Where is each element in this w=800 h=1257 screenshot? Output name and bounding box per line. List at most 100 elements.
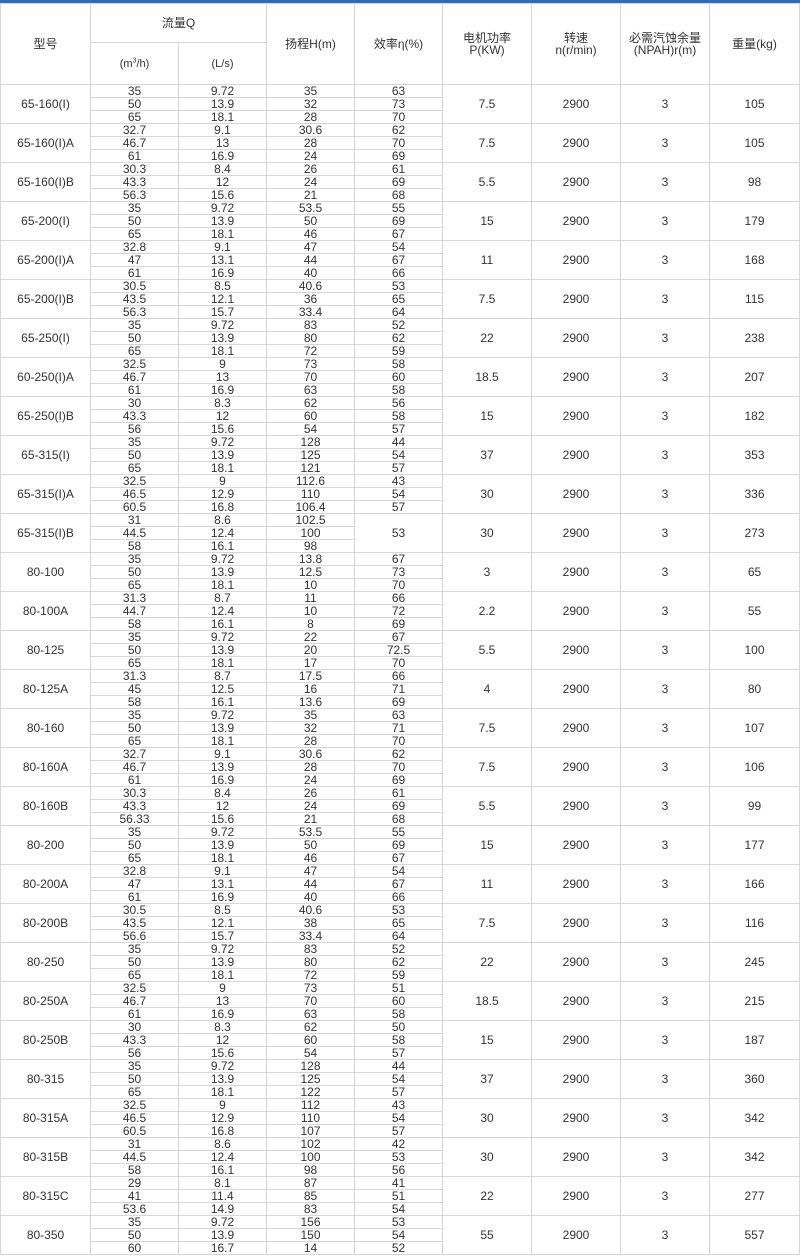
head-cell: 70 <box>266 370 355 384</box>
efficiency-cell: 54 <box>354 864 443 878</box>
efficiency-cell: 70 <box>354 110 443 124</box>
model-cell: 80-100 <box>0 552 91 592</box>
efficiency-cell: 69 <box>354 214 443 228</box>
flow-ls-cell: 9.72 <box>178 552 267 566</box>
table-subrow: 43.3 12 24 69 <box>1 799 800 813</box>
npsh-cell: 3 <box>620 903 710 943</box>
efficiency-cell: 57 <box>354 461 443 475</box>
table-row: 80-160A 32.7 9.1 30.6 62 7.5 2900 3 106 <box>0 747 800 787</box>
head-cell: 63 <box>266 1007 355 1021</box>
table-subrow: 65 18.1 46 67 <box>1 851 800 865</box>
weight-cell: 207 <box>709 357 800 397</box>
head-cell: 110 <box>266 487 355 501</box>
table-row: 60-250(I)A 32.5 9 73 58 18.5 2900 3 207 <box>0 357 800 397</box>
efficiency-cell: 69 <box>354 799 443 813</box>
efficiency-cell: 69 <box>354 838 443 852</box>
npsh-cell: 3 <box>620 942 710 982</box>
npsh-cell: 3 <box>620 318 710 358</box>
head-cell: 13.8 <box>266 552 355 566</box>
flow-ls-cell: 12 <box>178 409 267 423</box>
table-row: 80-315A 32.5 9 112 43 30 2900 3 342 <box>0 1098 800 1138</box>
weight-cell: 238 <box>709 318 800 358</box>
table-subrow: 46.7 13 70 60 <box>1 370 800 384</box>
table-subrow: 50 13.9 150 54 <box>1 1228 800 1242</box>
weight-cell: 342 <box>709 1098 800 1138</box>
flow-m3h-cell: 35 <box>90 201 179 215</box>
head-cell: 106.4 <box>266 500 355 514</box>
efficiency-cell: 56 <box>354 396 443 410</box>
flow-m3h-cell: 41 <box>90 1189 179 1203</box>
flow-ls-cell: 12.9 <box>178 1111 267 1125</box>
head-cell: 36 <box>266 292 355 306</box>
flow-ls-cell: 12.4 <box>178 1150 267 1164</box>
header-speed-line2: n(r/min) <box>555 43 597 57</box>
speed-cell: 2900 <box>531 162 621 202</box>
head-cell: 40.6 <box>266 903 355 917</box>
flow-m3h-cell: 43.3 <box>90 175 179 189</box>
weight-cell: 98 <box>709 162 800 202</box>
efficiency-cell: 44 <box>354 1059 443 1073</box>
efficiency-cell: 55 <box>354 201 443 215</box>
flow-ls-cell: 18.1 <box>178 344 267 358</box>
table-row: 80-250 35 9.72 83 52 22 2900 3 245 <box>0 942 800 982</box>
table-subrow: 50 13.9 50 69 <box>1 838 800 852</box>
efficiency-cell: 62 <box>354 331 443 345</box>
table-subrow: 65 18.1 28 70 <box>1 110 800 124</box>
head-cell: 10 <box>266 604 355 618</box>
speed-cell: 2900 <box>531 123 621 163</box>
head-cell: 26 <box>266 162 355 176</box>
head-cell: 24 <box>266 773 355 787</box>
efficiency-cell: 60 <box>354 370 443 384</box>
speed-cell: 2900 <box>531 1215 621 1255</box>
flow-m3h-cell: 61 <box>90 1007 179 1021</box>
speed-cell: 2900 <box>531 1059 621 1099</box>
efficiency-cell: 72 <box>354 604 443 618</box>
table-row: 80-350 35 9.72 156 53 55 2900 3 557 <box>0 1215 800 1255</box>
efficiency-cell: 53 <box>354 903 443 917</box>
efficiency-cell: 64 <box>354 305 443 319</box>
model-cell: 80-200 <box>0 825 91 865</box>
flow-ls-cell: 18.1 <box>178 851 267 865</box>
flow-ls-cell: 16.9 <box>178 1007 267 1021</box>
npsh-cell: 3 <box>620 435 710 475</box>
flow-ls-cell: 18.1 <box>178 1085 267 1099</box>
flow-m3h-cell: 30.5 <box>90 279 179 293</box>
flow-m3h-cell: 35 <box>90 435 179 449</box>
table-subrow: 46.7 13 28 70 <box>1 136 800 150</box>
table-row: 65-200(I) 35 9.72 53.5 55 15 2900 3 179 <box>0 201 800 241</box>
model-cell: 80-250A <box>0 981 91 1021</box>
efficiency-cell: 62 <box>354 955 443 969</box>
model-cell: 65-160(I)B <box>0 162 91 202</box>
head-cell: 28 <box>266 110 355 124</box>
flow-m3h-cell: 65 <box>90 461 179 475</box>
efficiency-cell: 42 <box>354 1137 443 1151</box>
efficiency-cell: 67 <box>354 552 443 566</box>
table-row: 65-315(I) 35 9.72 128 44 37 2900 3 353 <box>0 435 800 475</box>
flow-m3h-cell: 43.5 <box>90 916 179 930</box>
flow-m3h-cell: 65 <box>90 851 179 865</box>
head-cell: 98 <box>266 539 355 553</box>
head-cell: 83 <box>266 942 355 956</box>
flow-ls-cell: 13 <box>178 370 267 384</box>
head-cell: 21 <box>266 812 355 826</box>
weight-cell: 245 <box>709 942 800 982</box>
efficiency-cell: 69 <box>354 617 443 631</box>
power-cell: 18.5 <box>442 981 532 1021</box>
head-cell: 125 <box>266 1072 355 1086</box>
flow-m3h-cell: 35 <box>90 552 179 566</box>
flow-ls-cell: 13 <box>178 136 267 150</box>
table-row: 65-315(I)B 31 8.6 102.5 53 30 2900 3 273 <box>0 513 800 553</box>
flow-m3h-cell: 35 <box>90 825 179 839</box>
flow-m3h-cell: 60.5 <box>90 1124 179 1138</box>
efficiency-cell: 64 <box>354 929 443 943</box>
power-cell: 30 <box>442 1137 532 1177</box>
flow-m3h-cell: 61 <box>90 383 179 397</box>
power-cell: 7.5 <box>442 747 532 787</box>
flow-ls-cell: 16.7 <box>178 1241 267 1255</box>
head-cell: 44 <box>266 253 355 267</box>
efficiency-cell: 51 <box>354 1189 443 1203</box>
efficiency-cell: 55 <box>354 825 443 839</box>
flow-m3h-cell: 45 <box>90 682 179 696</box>
header-npsh: 必需汽蚀余量 (NPAH)r(m) <box>620 3 710 85</box>
speed-cell: 2900 <box>531 1137 621 1177</box>
